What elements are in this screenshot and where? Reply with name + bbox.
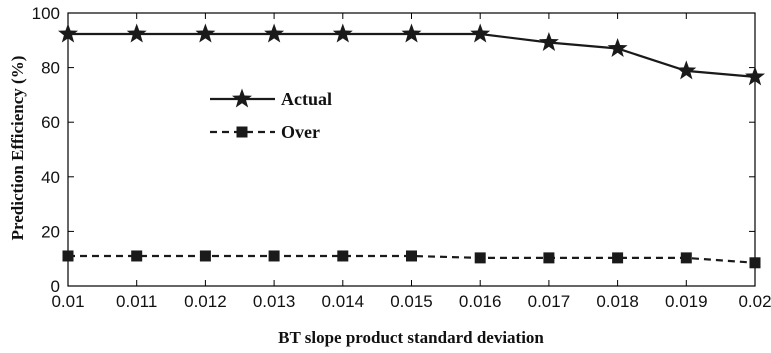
series-layer [58, 23, 765, 269]
legend: Actual Over [210, 88, 332, 142]
x-tick-label: 0.01 [51, 292, 84, 311]
series-line-over [68, 254, 756, 264]
data-point-over [612, 252, 624, 264]
data-point-over [131, 250, 143, 262]
x-axis-title: BT slope product standard deviation [278, 328, 544, 347]
x-tick-label: 0.016 [459, 292, 502, 311]
y-tick-label: 20 [41, 222, 60, 241]
data-point-over [199, 250, 211, 262]
x-tick-label: 0.014 [322, 292, 365, 311]
series-line-actual [68, 32, 756, 78]
y-tick-label: 80 [41, 59, 60, 78]
data-point-actual [126, 23, 147, 43]
data-point-actual [332, 23, 353, 43]
y-axis: 0 20 40 60 80 100 [32, 4, 755, 296]
data-point-actual [538, 31, 559, 51]
data-point-actual [676, 60, 697, 80]
data-point-actual [607, 37, 628, 57]
y-tick-label: 60 [41, 113, 60, 132]
plot-frame [67, 12, 756, 287]
y-tick-label: 100 [32, 4, 60, 23]
data-point-over [406, 250, 417, 262]
x-tick-label: 0.015 [390, 292, 433, 311]
data-point-over [680, 252, 692, 264]
data-point-over [268, 250, 280, 262]
data-point-over [543, 252, 555, 264]
x-axis: 0.01 0.011 0.012 0.013 0.014 0.015 0.016 0.017 0… [51, 13, 771, 311]
legend-marker-actual [232, 88, 252, 108]
data-point-actual [470, 23, 491, 43]
x-tick-label: 0.011 [116, 292, 157, 311]
data-point-over [749, 257, 761, 269]
x-tick-label: 0.02 [738, 292, 771, 311]
data-point-over [62, 250, 74, 262]
x-tick-label: 0.017 [528, 292, 571, 311]
data-point-actual [401, 23, 422, 43]
legend-label-actual: Actual [281, 89, 332, 109]
x-tick-label: 0.018 [596, 292, 639, 311]
data-point-over [337, 250, 349, 262]
y-axis-title: Prediction Efficiency (%) [8, 56, 27, 241]
y-tick-label: 0 [51, 277, 60, 296]
data-point-actual [745, 66, 765, 86]
legend-label-over: Over [281, 122, 320, 142]
x-tick-label: 0.019 [665, 292, 708, 311]
legend-marker-over [236, 126, 248, 138]
x-tick-label: 0.013 [253, 292, 296, 311]
data-point-over [474, 252, 486, 264]
data-point-actual [58, 23, 78, 43]
data-point-actual [195, 23, 216, 43]
y-tick-label: 40 [41, 168, 60, 187]
data-point-actual [264, 23, 285, 43]
x-tick-label: 0.012 [184, 292, 227, 311]
